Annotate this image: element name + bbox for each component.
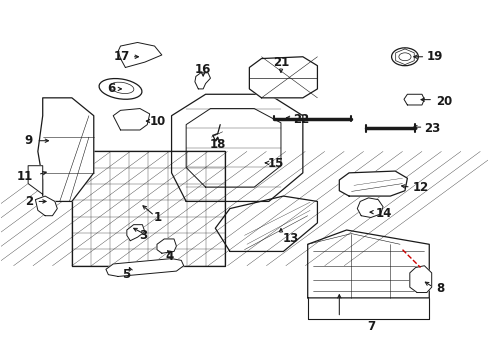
Polygon shape <box>249 57 317 98</box>
Polygon shape <box>72 152 224 266</box>
Text: 6: 6 <box>107 82 116 95</box>
Polygon shape <box>215 196 317 251</box>
Text: 1: 1 <box>153 211 162 224</box>
Text: 23: 23 <box>424 122 440 135</box>
Text: 9: 9 <box>25 134 33 147</box>
Polygon shape <box>307 230 428 298</box>
Polygon shape <box>126 225 144 241</box>
Text: 13: 13 <box>282 233 298 246</box>
Text: 12: 12 <box>411 181 427 194</box>
Text: 22: 22 <box>292 113 309 126</box>
Polygon shape <box>357 198 382 217</box>
Text: 8: 8 <box>436 283 444 296</box>
Ellipse shape <box>391 48 417 66</box>
Text: 21: 21 <box>272 55 288 69</box>
Polygon shape <box>195 73 210 89</box>
Text: 5: 5 <box>122 268 130 281</box>
Polygon shape <box>113 109 149 130</box>
Polygon shape <box>339 171 407 196</box>
Text: 11: 11 <box>17 170 33 183</box>
Polygon shape <box>35 196 57 216</box>
Polygon shape <box>28 166 42 194</box>
Text: 19: 19 <box>426 50 442 63</box>
Text: 7: 7 <box>366 320 374 333</box>
Text: 2: 2 <box>25 195 33 208</box>
Polygon shape <box>403 94 424 105</box>
Text: 3: 3 <box>139 229 147 242</box>
Text: 20: 20 <box>436 95 452 108</box>
Polygon shape <box>118 42 162 67</box>
Polygon shape <box>106 258 183 276</box>
Polygon shape <box>38 98 94 202</box>
Text: 4: 4 <box>165 250 174 263</box>
Text: 17: 17 <box>114 50 130 63</box>
Polygon shape <box>157 239 176 253</box>
Text: 10: 10 <box>149 114 165 127</box>
Ellipse shape <box>99 78 142 99</box>
Text: 18: 18 <box>209 138 225 151</box>
Text: 16: 16 <box>195 63 211 76</box>
Polygon shape <box>409 266 431 293</box>
Text: 15: 15 <box>267 157 284 170</box>
Text: 14: 14 <box>375 207 391 220</box>
Polygon shape <box>171 94 302 202</box>
